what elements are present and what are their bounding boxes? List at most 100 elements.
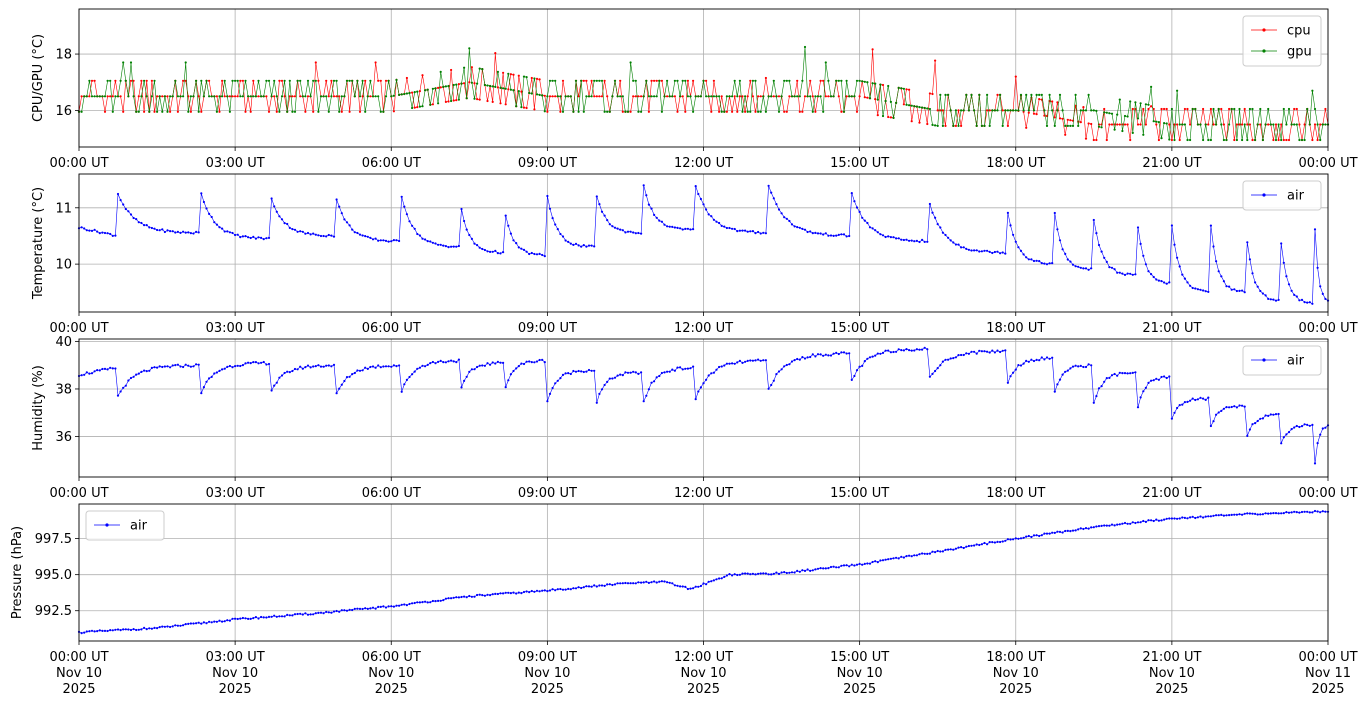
data-point-cpu — [606, 95, 609, 98]
data-point-air — [382, 365, 385, 368]
data-point-air — [1139, 521, 1142, 524]
data-point-air — [195, 622, 198, 625]
data-point-air — [660, 580, 664, 583]
data-point-gpu — [481, 68, 484, 71]
data-point-air — [926, 240, 929, 243]
data-point-air — [684, 367, 687, 370]
data-point-air — [1212, 514, 1215, 517]
data-point-air — [613, 583, 617, 586]
data-point-cpu — [129, 79, 133, 82]
data-point-air — [1183, 516, 1186, 520]
data-point-air — [330, 365, 333, 368]
data-point-air — [421, 364, 424, 367]
data-point-air — [96, 369, 99, 372]
data-point-air — [137, 628, 140, 631]
data-point-air — [265, 363, 268, 366]
data-point-air — [327, 611, 330, 614]
data-point-air — [166, 365, 169, 368]
data-point-gpu — [637, 110, 640, 113]
data-point-air — [1287, 431, 1291, 434]
data-point-air — [1225, 406, 1228, 409]
data-point-air — [561, 373, 565, 376]
series-markers-gpu — [77, 45, 1330, 142]
data-point-air — [273, 205, 276, 208]
data-point-air — [598, 392, 601, 395]
data-point-air — [226, 365, 229, 368]
data-point-gpu — [306, 79, 310, 82]
data-point-air — [759, 359, 762, 362]
data-point-air — [119, 390, 122, 393]
data-point-gpu — [533, 77, 536, 80]
data-point-gpu — [114, 95, 117, 98]
data-point-air — [371, 606, 375, 609]
data-point-air — [325, 235, 328, 238]
data-point-air — [1238, 404, 1241, 407]
data-point-cpu — [306, 95, 310, 98]
data-point-gpu — [1300, 138, 1304, 142]
data-point-air — [1293, 510, 1296, 513]
data-point-air — [450, 359, 453, 362]
data-point-air — [650, 581, 653, 584]
data-point-air — [80, 374, 83, 377]
data-point-air — [694, 398, 697, 401]
data-point-cpu — [182, 79, 185, 82]
data-point-air — [587, 585, 591, 588]
data-point-air — [1069, 530, 1072, 533]
data-point-cpu — [887, 115, 890, 119]
data-point-air — [1308, 301, 1311, 304]
data-point-cpu — [1038, 98, 1041, 101]
data-point-air — [496, 252, 499, 255]
data-point-gpu — [993, 109, 997, 112]
data-point-cpu — [1202, 107, 1205, 111]
data-point-gpu — [189, 95, 192, 98]
data-point-air — [1173, 411, 1176, 414]
data-point-air — [319, 365, 323, 368]
data-point-air — [1150, 273, 1153, 276]
data-point-cpu — [525, 106, 528, 110]
data-point-gpu — [345, 79, 349, 82]
x-tick-year-label: 2025 — [219, 682, 252, 697]
data-point-cpu — [1243, 107, 1246, 111]
data-point-air — [481, 594, 484, 597]
data-point-air — [1183, 401, 1186, 404]
data-point-gpu — [837, 79, 840, 82]
data-point-air — [832, 352, 835, 355]
data-point-air — [221, 368, 224, 371]
data-point-air — [426, 240, 429, 243]
data-point-air — [788, 363, 791, 366]
data-point-air — [1038, 359, 1041, 362]
data-point-air — [1123, 521, 1127, 525]
x-tick-label: 00:00 UT — [1298, 486, 1357, 501]
data-point-air — [1027, 258, 1030, 261]
data-point-air — [910, 239, 913, 242]
data-point-air — [541, 358, 544, 361]
y-tick-label: 992.5 — [35, 604, 72, 619]
data-point-air — [1199, 515, 1202, 518]
data-point-air — [208, 620, 211, 623]
data-point-air — [1123, 372, 1127, 375]
data-point-air — [127, 628, 130, 631]
data-point-air — [1264, 414, 1267, 417]
data-point-air — [291, 369, 294, 373]
data-point-gpu — [798, 95, 801, 98]
data-point-cpu — [218, 110, 221, 113]
data-point-cpu — [1168, 123, 1171, 126]
data-point-air — [692, 228, 695, 231]
x-tick-label: 15:00 UT — [830, 650, 889, 665]
data-point-air — [491, 361, 494, 364]
data-point-air — [902, 238, 906, 242]
data-point-cpu — [926, 122, 929, 126]
data-point-gpu — [1217, 107, 1220, 111]
x-tick-date-label: Nov 10 — [837, 666, 883, 681]
data-point-air — [455, 361, 458, 364]
data-point-cpu — [684, 110, 687, 113]
data-point-air — [715, 578, 718, 581]
data-point-air — [655, 216, 658, 219]
data-point-air — [413, 370, 416, 373]
data-point-gpu — [694, 95, 697, 98]
data-point-cpu — [822, 79, 825, 82]
data-point-air — [1139, 396, 1142, 399]
data-point-cpu — [291, 95, 294, 98]
data-point-cpu — [871, 48, 874, 51]
data-point-air — [861, 216, 864, 219]
